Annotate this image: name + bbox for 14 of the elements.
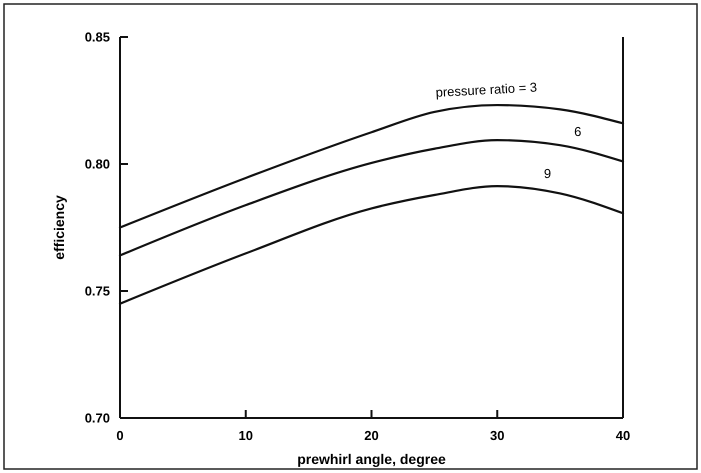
y-tick-label: 0.80 — [84, 156, 110, 172]
series-label: pressure ratio = 3 — [435, 80, 538, 100]
x-tick-label: 40 — [616, 428, 630, 443]
x-tick-label: 20 — [364, 428, 379, 443]
y-tick-label: 0.85 — [84, 30, 110, 45]
x-axis-title: prewhirl angle, degree — [297, 451, 446, 467]
x-tick-label: 30 — [490, 428, 504, 443]
series-label: 6 — [574, 124, 582, 139]
x-tick-label: 0 — [116, 428, 124, 443]
y-tick-label: 0.70 — [84, 410, 110, 426]
x-tick-label: 10 — [238, 428, 253, 443]
y-axis-title: efficiency — [51, 194, 67, 260]
series-label: 9 — [544, 166, 552, 181]
y-tick-label: 0.75 — [84, 284, 110, 299]
